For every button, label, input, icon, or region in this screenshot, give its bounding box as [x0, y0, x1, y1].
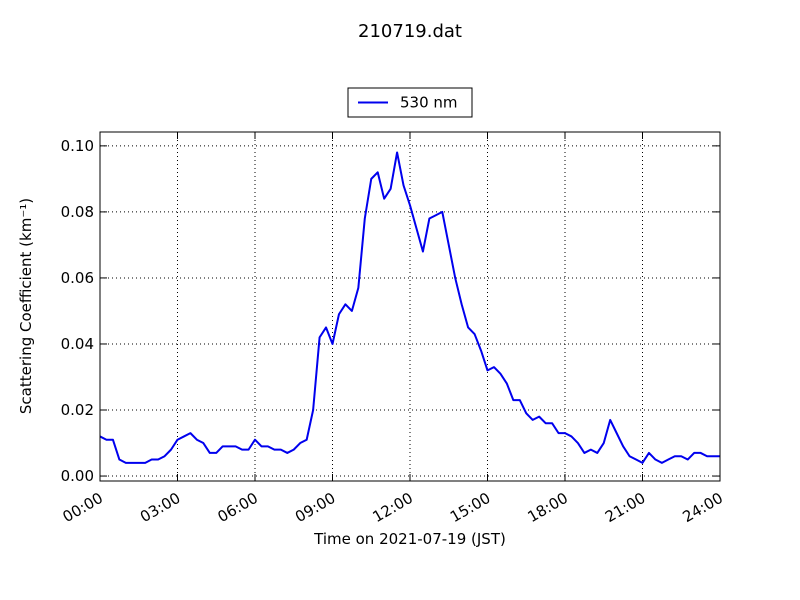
legend-label: 530 nm — [400, 94, 458, 112]
data-line — [99, 151, 720, 464]
x-axis-label: Time on 2021-07-19 (JST) — [313, 530, 506, 548]
y-tick-label: 0.06 — [61, 269, 94, 287]
chart-title: 210719.dat — [358, 21, 462, 42]
y-tick-label: 0.10 — [61, 137, 94, 155]
y-tick-label: 0.04 — [61, 335, 94, 353]
y-axis-label: Scattering Coefficient (km⁻¹) — [17, 198, 35, 414]
plot-frame — [99, 131, 721, 482]
y-tick-label: 0.00 — [61, 467, 94, 485]
y-tick-label: 0.08 — [61, 203, 94, 221]
y-tick-label: 0.02 — [61, 401, 94, 419]
